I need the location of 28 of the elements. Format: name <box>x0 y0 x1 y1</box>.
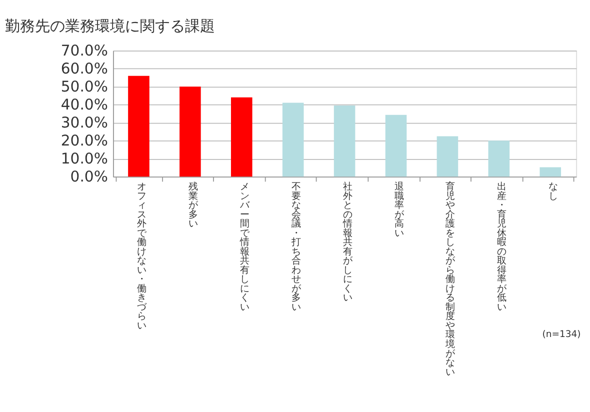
y-tick-label: 70.0% <box>60 42 108 60</box>
chart-title: 勤務先の業務環境に関する課題 <box>4 18 215 36</box>
x-tick-label: なし <box>548 182 558 202</box>
bar <box>128 76 150 177</box>
category-label: 育児や介護をしながら働ける制度や環境がない <box>446 182 455 378</box>
y-tick-label: 10.0% <box>60 150 108 168</box>
category-label: オフィス外で働けない・働きづらい <box>137 182 146 332</box>
y-tick-label: 30.0% <box>60 114 108 132</box>
bar <box>436 136 458 177</box>
category-label: メンバー間で情報共有しにくい <box>240 182 249 313</box>
y-tick-label: 0.0% <box>70 168 108 186</box>
bar <box>230 97 252 177</box>
bar <box>180 86 201 177</box>
category-label: 社外との情報共有がしにくい <box>342 182 352 304</box>
category-label: 不要な会議・打ち合わせが多い <box>291 182 300 313</box>
category-label: 出産・育児休暇の取得率が低い <box>497 182 506 313</box>
text: (n=134) <box>542 328 581 340</box>
y-tick-label: 50.0% <box>60 78 108 96</box>
bar <box>540 167 562 177</box>
bar <box>385 114 407 177</box>
bar <box>334 106 356 177</box>
bar <box>282 102 304 177</box>
bar <box>488 140 510 177</box>
y-tick-label: 20.0% <box>60 132 108 150</box>
x-tick-label: 残業が多い <box>188 182 198 230</box>
y-tick-label: 40.0% <box>60 96 108 114</box>
x-tick-label: 退職率が高い <box>394 182 404 239</box>
y-tick-label: 60.0% <box>60 60 108 78</box>
